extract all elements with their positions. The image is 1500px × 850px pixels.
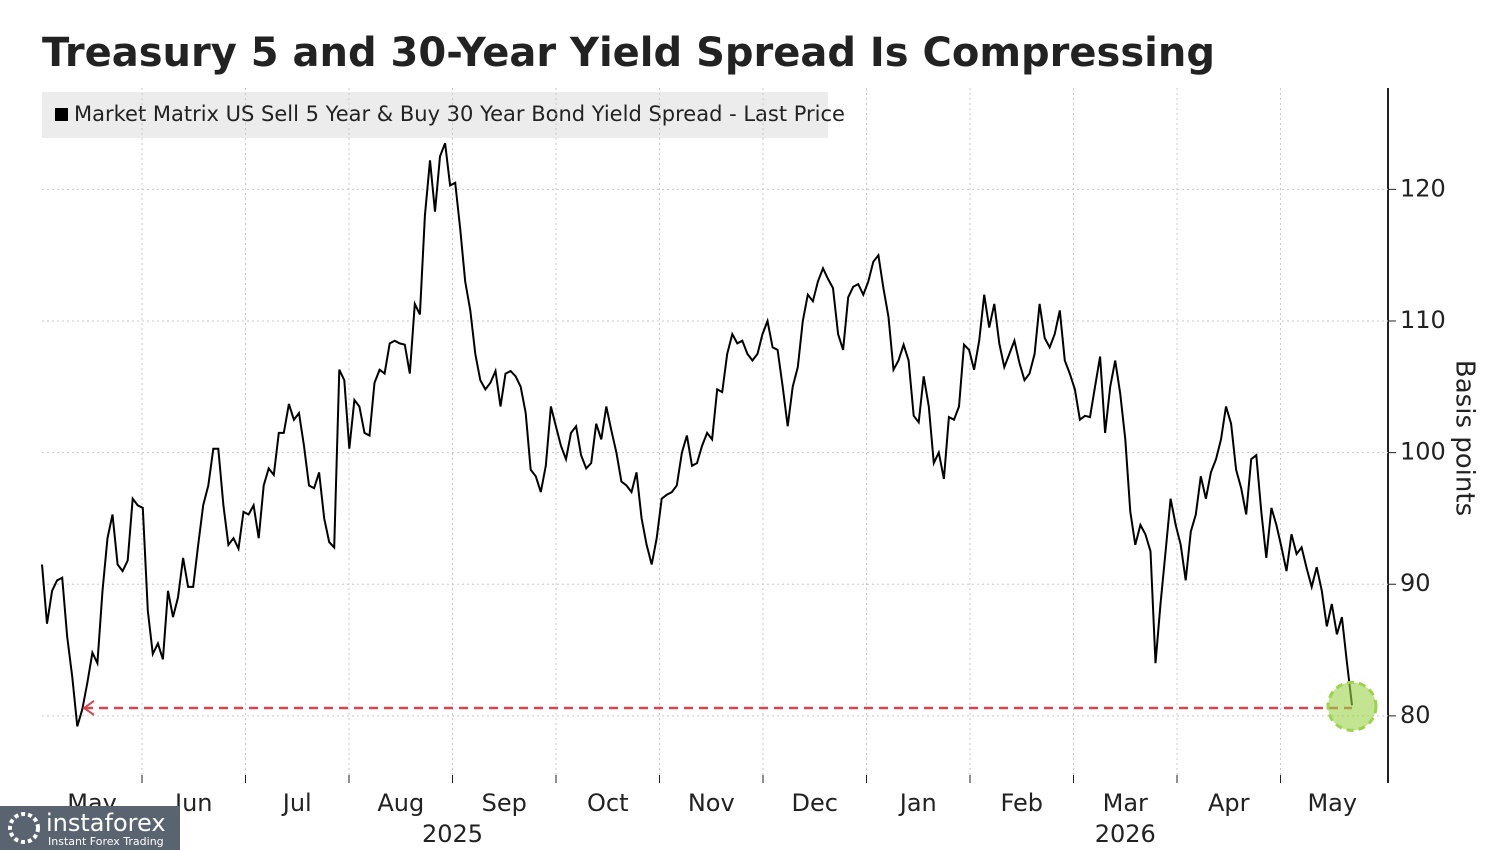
y-tick-label: 110 bbox=[1400, 306, 1446, 334]
watermark-logo bbox=[8, 812, 40, 844]
highlight-point bbox=[1326, 680, 1378, 732]
reference-arrow bbox=[82, 700, 95, 716]
legend bbox=[42, 92, 828, 138]
watermark-brand: instaforex bbox=[46, 809, 166, 837]
x-tick-label: Oct bbox=[587, 789, 629, 817]
y-tick-label: 100 bbox=[1400, 438, 1446, 466]
y-axis-label: Basis points bbox=[1450, 360, 1480, 516]
x-tick-label: Feb bbox=[1001, 789, 1044, 817]
x-tick-label: Dec bbox=[792, 789, 838, 817]
year-label: 2025 bbox=[422, 820, 483, 848]
x-tick-label: Jan bbox=[898, 789, 937, 817]
legend-label: Market Matrix US Sell 5 Year & Buy 30 Ye… bbox=[74, 102, 845, 126]
y-tick-label: 90 bbox=[1400, 569, 1431, 597]
x-tick-label: Apr bbox=[1208, 789, 1250, 817]
x-tick-label: Jul bbox=[281, 789, 312, 817]
y-tick-label: 120 bbox=[1400, 174, 1446, 202]
watermark-tagline: Instant Forex Trading bbox=[48, 835, 164, 848]
x-tick-label: May bbox=[1307, 789, 1357, 817]
watermark: instaforex Instant Forex Trading bbox=[0, 806, 180, 850]
line-series bbox=[41, 142, 1353, 727]
legend-swatch bbox=[55, 108, 68, 121]
chart-title: Treasury 5 and 30-Year Yield Spread Is C… bbox=[42, 30, 1215, 76]
y-tick-label: 80 bbox=[1400, 701, 1431, 729]
x-tick-label: Mar bbox=[1103, 789, 1148, 817]
x-tick-label: Nov bbox=[688, 789, 735, 817]
year-label: 2026 bbox=[1095, 820, 1156, 848]
x-tick-label: Sep bbox=[482, 789, 527, 817]
x-tick-label: Aug bbox=[377, 789, 424, 817]
